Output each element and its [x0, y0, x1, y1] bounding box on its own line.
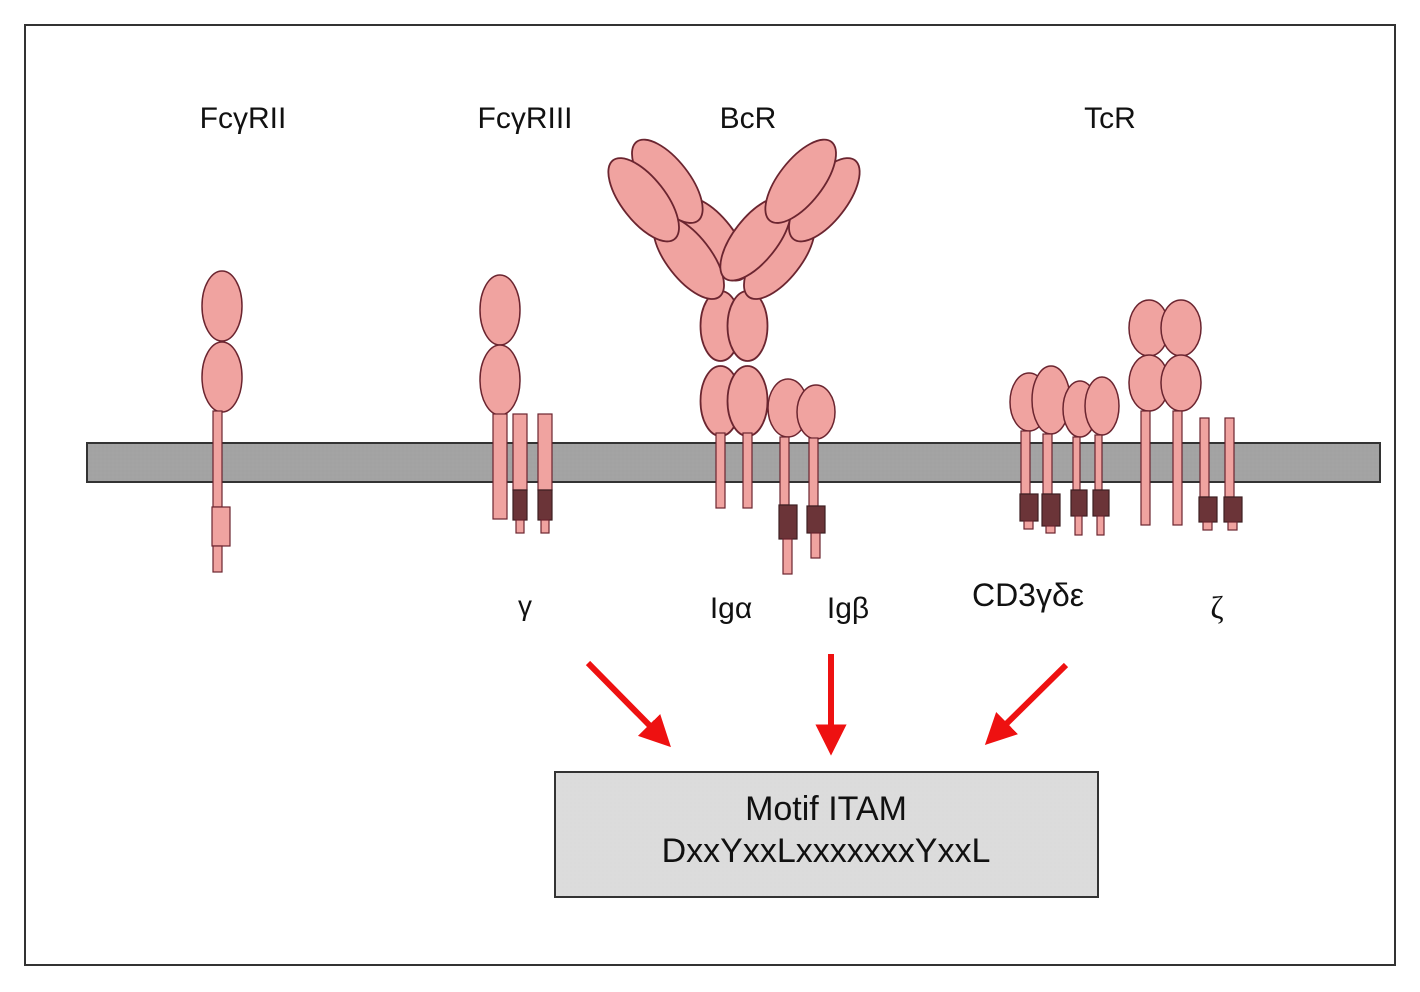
- svg-text:Igβ: Igβ: [827, 592, 869, 625]
- svg-text:γ: γ: [518, 590, 532, 621]
- svg-text:Motif ITAM: Motif ITAM: [745, 790, 907, 828]
- svg-text:DxxYxxLxxxxxxxYxxL: DxxYxxLxxxxxxxYxxL: [662, 832, 991, 870]
- svg-text:Igα: Igα: [710, 592, 752, 625]
- svg-text:ζ: ζ: [1210, 589, 1223, 625]
- svg-text:CD3γδε: CD3γδε: [972, 577, 1084, 613]
- svg-text:TcR: TcR: [1084, 102, 1136, 135]
- svg-text:FcγRIII: FcγRIII: [478, 102, 573, 135]
- svg-text:BcR: BcR: [720, 102, 777, 135]
- svg-text:FcγRII: FcγRII: [200, 102, 287, 135]
